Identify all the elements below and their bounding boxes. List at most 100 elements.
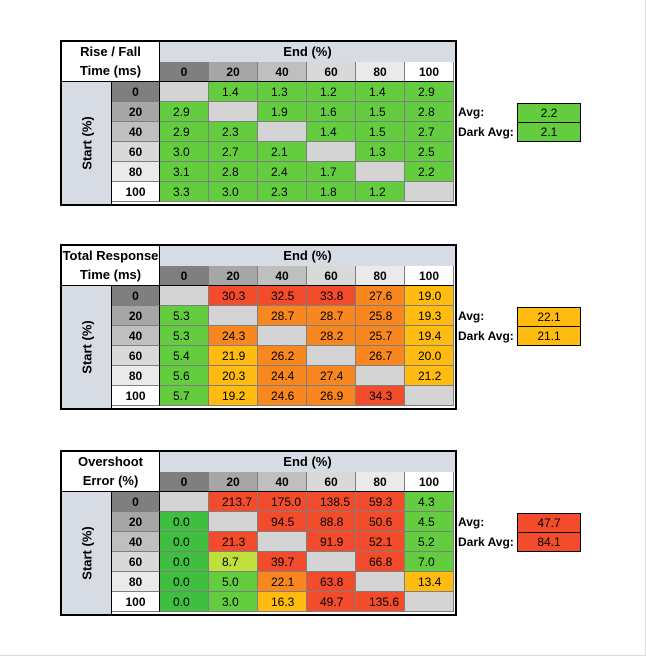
data-cell: 1.2 [307, 82, 356, 102]
data-cell [160, 286, 209, 306]
data-cell [356, 162, 405, 182]
data-cell: 5.6 [160, 366, 209, 386]
start-percent-text: Start (%) [79, 526, 95, 580]
data-cell: 2.3 [258, 182, 307, 202]
data-cell: 1.4 [307, 122, 356, 142]
column-header-60: 60 [307, 472, 356, 492]
data-cell [405, 182, 454, 202]
data-cell [307, 142, 356, 162]
data-cell: 1.9 [258, 102, 307, 122]
data-cell: 0.0 [160, 532, 209, 552]
data-cell [160, 492, 209, 512]
data-cell: 28.7 [307, 306, 356, 326]
data-cell: 1.3 [356, 142, 405, 162]
data-cell: 2.3 [209, 122, 258, 142]
row-header-100: 100 [112, 386, 160, 406]
data-cell [356, 366, 405, 386]
data-cell: 2.1 [258, 142, 307, 162]
table-title-line1: Total Response [62, 248, 159, 263]
row-header-100: 100 [112, 592, 160, 612]
column-header-0: 0 [160, 62, 209, 82]
column-header-100: 100 [405, 62, 454, 82]
column-header-0: 0 [160, 472, 209, 492]
row-header-80: 80 [112, 366, 160, 386]
column-header-40: 40 [258, 472, 307, 492]
end-percent-header: End (%) [160, 42, 455, 62]
data-cell: 5.2 [405, 532, 454, 552]
dark-avg-label: Dark Avg: [458, 329, 514, 343]
data-cell: 1.7 [307, 162, 356, 182]
table-title-line1: Rise / Fall [80, 44, 141, 59]
data-cell: 0.0 [160, 512, 209, 532]
data-cell: 5.0 [209, 572, 258, 592]
data-cell: 2.7 [405, 122, 454, 142]
row-header-60: 60 [112, 142, 160, 162]
data-cell: 138.5 [307, 492, 356, 512]
row-header-0: 0 [112, 82, 160, 102]
data-cell: 213.7 [209, 492, 258, 512]
data-cell: 28.7 [258, 306, 307, 326]
row-header-60: 60 [112, 346, 160, 366]
data-cell: 19.2 [209, 386, 258, 406]
data-cell: 19.4 [405, 326, 454, 346]
data-cell: 1.3 [258, 82, 307, 102]
row-header-100: 100 [112, 182, 160, 202]
data-cell: 0.0 [160, 572, 209, 592]
data-cell: 2.9 [160, 102, 209, 122]
data-cell: 94.5 [258, 512, 307, 532]
start-percent-label: Start (%) [62, 492, 112, 614]
data-cell: 22.1 [258, 572, 307, 592]
data-cell: 4.5 [405, 512, 454, 532]
data-cell: 39.7 [258, 552, 307, 572]
data-cell [258, 122, 307, 142]
data-cell: 34.3 [356, 386, 405, 406]
data-cell: 5.4 [160, 346, 209, 366]
data-cell: 25.7 [356, 326, 405, 346]
data-cell: 21.9 [209, 346, 258, 366]
data-cell: 4.3 [405, 492, 454, 512]
data-cell: 2.5 [405, 142, 454, 162]
dark-avg-value: 2.1 [517, 122, 581, 142]
data-cell: 1.4 [356, 82, 405, 102]
row-header-80: 80 [112, 162, 160, 182]
data-cell: 0.0 [160, 592, 209, 612]
data-cell: 2.9 [160, 122, 209, 142]
column-header-100: 100 [405, 472, 454, 492]
data-cell: 66.8 [356, 552, 405, 572]
data-cell: 3.0 [160, 142, 209, 162]
data-cell: 3.0 [209, 182, 258, 202]
data-cell [307, 552, 356, 572]
table-title-line2: Time (ms) [79, 63, 142, 78]
row-header-40: 40 [112, 326, 160, 346]
data-cell: 24.3 [209, 326, 258, 346]
data-cell: 30.3 [209, 286, 258, 306]
data-cell: 33.8 [307, 286, 356, 306]
rise-fall-title: Rise / Fall Time (ms) [62, 42, 160, 82]
start-percent-text: Start (%) [79, 320, 95, 374]
data-cell: 26.2 [258, 346, 307, 366]
data-cell [160, 82, 209, 102]
data-cell: 26.7 [356, 346, 405, 366]
data-cell: 1.6 [307, 102, 356, 122]
column-header-20: 20 [209, 472, 258, 492]
data-cell: 32.5 [258, 286, 307, 306]
row-header-60: 60 [112, 552, 160, 572]
data-cell: 20.3 [209, 366, 258, 386]
column-header-60: 60 [307, 266, 356, 286]
start-percent-label: Start (%) [62, 286, 112, 408]
data-cell: 28.2 [307, 326, 356, 346]
dark-avg-label: Dark Avg: [458, 535, 514, 549]
column-header-80: 80 [356, 266, 405, 286]
row-header-20: 20 [112, 512, 160, 532]
data-cell: 21.2 [405, 366, 454, 386]
column-header-20: 20 [209, 266, 258, 286]
column-header-40: 40 [258, 62, 307, 82]
avg-label: Avg: [458, 309, 485, 323]
data-cell: 1.4 [209, 82, 258, 102]
start-percent-label: Start (%) [62, 82, 112, 204]
data-cell [258, 532, 307, 552]
data-cell: 3.1 [160, 162, 209, 182]
data-cell: 1.2 [356, 182, 405, 202]
data-cell: 88.8 [307, 512, 356, 532]
row-header-40: 40 [112, 122, 160, 142]
